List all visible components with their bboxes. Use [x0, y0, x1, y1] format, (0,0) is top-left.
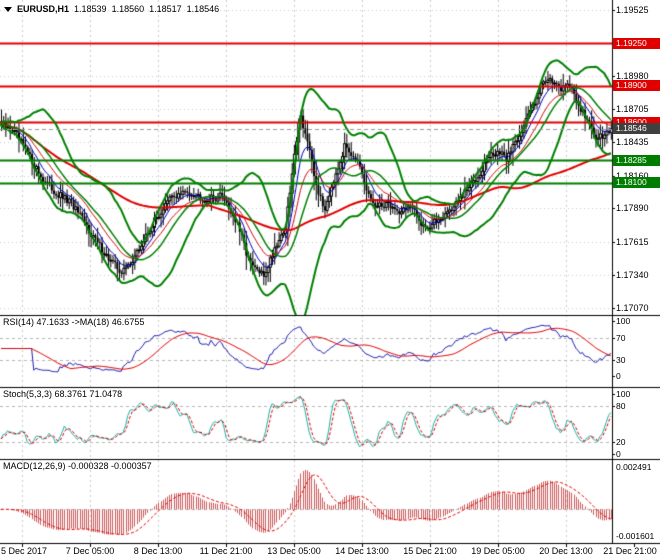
time-axis-label: 13 Dec 05:00 [267, 546, 321, 556]
stoch-tick-label: 80 [616, 400, 626, 411]
price-tick-label: 1.17070 [616, 302, 649, 313]
stoch-indicator-label: Stoch(5,3,3) 68.3761 71.0478 [3, 389, 123, 399]
price-tick-label: 1.17890 [616, 203, 649, 214]
chart-menu-triangle-icon[interactable] [4, 6, 12, 12]
price-tick-label: 1.18705 [616, 104, 649, 115]
price-tick-label: 1.17340 [616, 270, 649, 281]
time-axis-label: 19 Dec 05:00 [471, 546, 525, 556]
price-axis[interactable]: 1.19525 1.18980 1.18705 1.18435 1.18160 1.178… [612, 0, 660, 544]
time-axis-label: 5 Dec 2017 [1, 546, 48, 556]
macd-tick-label: 0.002491 [616, 462, 652, 472]
quote-close: 1.18546 [186, 4, 220, 14]
time-axis[interactable]: 5 Dec 2017 7 Dec 05:00 8 Dec 13:00 11 Dec 2… [0, 544, 660, 560]
quote-open: 1.18539 [74, 4, 107, 14]
time-axis-label: 21 Dec 21:00 [603, 546, 657, 556]
price-tick-label: 1.19525 [616, 4, 649, 15]
support-price-badge[interactable]: 1.18285 [613, 154, 660, 166]
macd-panel[interactable] [0, 460, 612, 543]
price-tick-label: 1.18980 [616, 71, 649, 82]
quote-low: 1.18517 [149, 4, 182, 14]
rsi-tick-label: 70 [616, 332, 626, 343]
price-tick-label: 1.18435 [616, 137, 649, 148]
time-axis-label: 7 Dec 05:00 [65, 546, 115, 556]
symbol-timeframe: EURUSD,H1 [17, 4, 70, 14]
resistance-price-badge[interactable]: 1.19250 [613, 37, 660, 49]
macd-indicator-label: MACD(12,26,9) -0.000328 -0.000357 [3, 461, 152, 471]
resistance-price-badge[interactable]: 1.18600 [613, 116, 660, 128]
stoch-tick-label: 20 [616, 436, 626, 447]
stoch-tick-label: 100 [616, 388, 631, 399]
rsi-tick-label: 100 [616, 316, 631, 326]
support-price-badge[interactable]: 1.18100 [613, 177, 660, 189]
chart-header: EURUSD,H1 1.18539 1.18560 1.18517 1.1854… [4, 3, 219, 15]
stoch-tick-label: 0 [616, 448, 621, 459]
resistance-price-badge[interactable]: 1.18900 [613, 80, 660, 92]
rsi-indicator-label: RSI(14) 47.1633 ->MA(18) 46.6755 [3, 317, 145, 327]
time-axis-label: 11 Dec 21:00 [199, 546, 253, 556]
current-price-badge: 1.18546 [613, 123, 660, 135]
rsi-tick-label: 0 [616, 371, 621, 381]
time-axis-label: 20 Dec 13:00 [539, 546, 593, 556]
price-tick-label: 1.17615 [616, 236, 649, 247]
main-chart-panel[interactable] [0, 0, 612, 315]
rsi-tick-label: 30 [616, 354, 626, 365]
time-axis-label: 15 Dec 21:00 [403, 546, 457, 556]
quote-high: 1.18560 [111, 4, 145, 14]
time-axis-label: 8 Dec 13:00 [133, 546, 183, 556]
price-tick-label: 1.18160 [616, 170, 649, 181]
macd-tick-label: -0.001601 [616, 531, 655, 541]
time-axis-label: 14 Dec 13:00 [335, 546, 389, 556]
